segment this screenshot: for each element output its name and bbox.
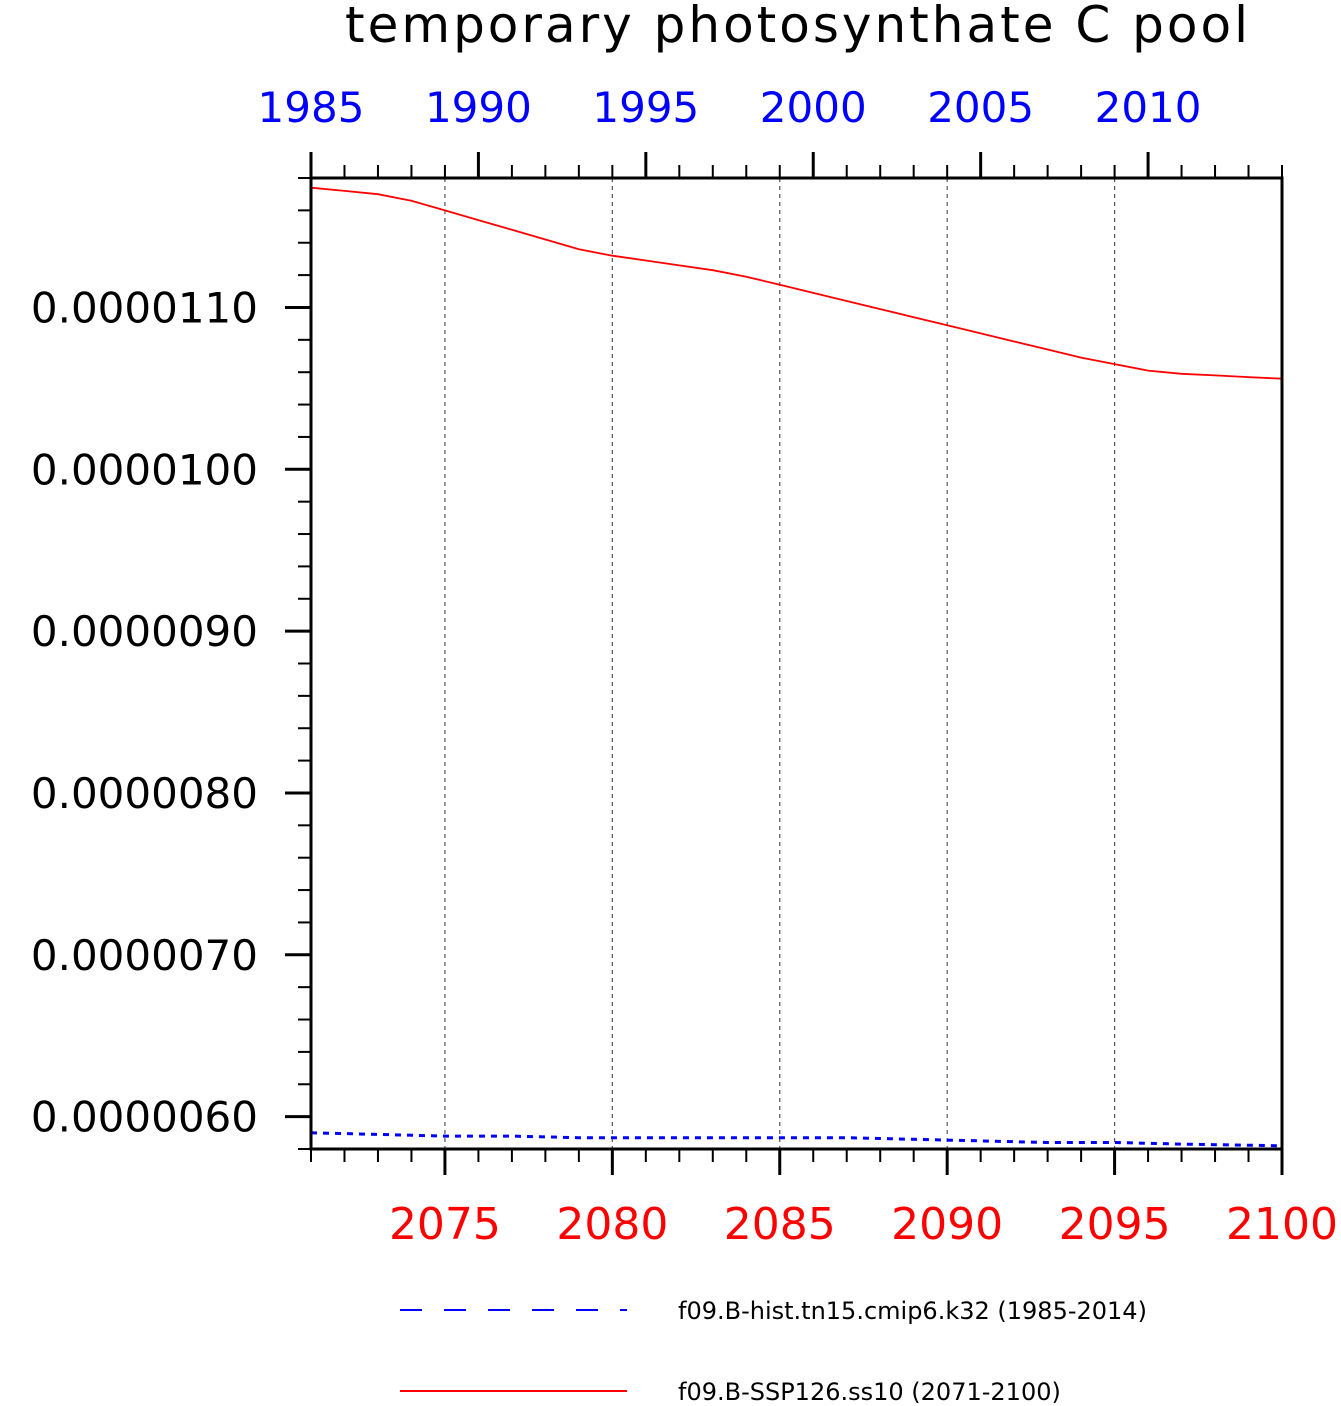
legend-label-1: f09.B-SSP126.ss10 (2071-2100)	[678, 1378, 1061, 1406]
grid-lines	[444, 178, 1116, 1149]
top-tick-label: 1995	[592, 83, 699, 132]
series-line-1	[310, 186, 1283, 380]
top-tick-label: 2005	[927, 83, 1034, 132]
series-line-0	[310, 1131, 1283, 1148]
top-x-tick-labels: 1985 1990 1995 2000 2005 2010	[258, 83, 1202, 132]
top-tick-label: 2010	[1095, 83, 1202, 132]
axis-ticks	[285, 152, 1284, 1175]
bottom-tick-label: 2100	[1226, 1199, 1338, 1250]
y-tick-label: 0.0000090	[31, 607, 258, 656]
y-tick-label: 0.0000060	[31, 1093, 258, 1142]
top-tick-label: 1990	[425, 83, 532, 132]
bottom-tick-label: 2085	[724, 1199, 836, 1250]
plot-frame	[309, 176, 1284, 1151]
y-tick-label: 0.0000080	[31, 769, 258, 818]
bottom-tick-label: 2090	[891, 1199, 1003, 1250]
y-tick-label: 0.0000110	[31, 283, 258, 332]
bottom-x-tick-labels: 2075 2080 2085 2090 2095 2100	[389, 1199, 1338, 1250]
y-tick-labels: 0.0000060 0.0000070 0.0000080 0.0000090 0.00…	[31, 283, 258, 1141]
y-tick-label: 0.0000100	[31, 445, 258, 494]
series-lines	[310, 186, 1283, 1148]
legend-label-0: f09.B-hist.tn15.cmip6.k32 (1985-2014)	[678, 1297, 1147, 1325]
legend: f09.B-hist.tn15.cmip6.k32 (1985-2014) f09…	[400, 1297, 1147, 1406]
bottom-tick-label: 2080	[556, 1199, 668, 1250]
top-tick-label: 1985	[258, 83, 365, 132]
y-tick-label: 0.0000070	[31, 931, 258, 980]
top-tick-label: 2000	[760, 83, 867, 132]
bottom-tick-label: 2075	[389, 1199, 501, 1250]
bottom-tick-label: 2095	[1059, 1199, 1171, 1250]
chart-title: temporary photosynthate C pool	[345, 0, 1251, 54]
